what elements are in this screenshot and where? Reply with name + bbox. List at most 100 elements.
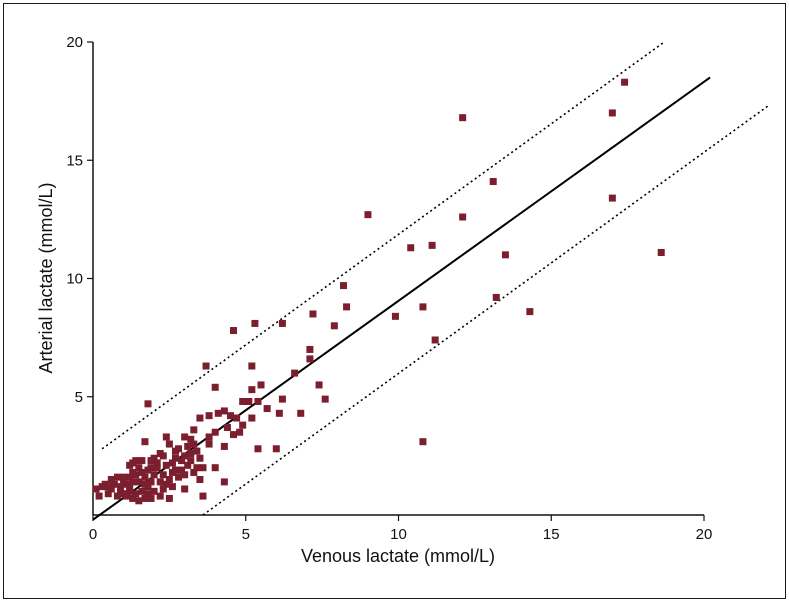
y-tick-label: 15 bbox=[66, 152, 83, 169]
x-tick-label: 10 bbox=[390, 526, 407, 543]
data-point bbox=[153, 459, 161, 467]
data-point bbox=[257, 381, 265, 389]
data-point bbox=[129, 494, 137, 502]
data-point bbox=[168, 483, 176, 491]
data-point bbox=[147, 478, 155, 486]
data-point bbox=[193, 464, 201, 472]
data-point bbox=[113, 473, 121, 481]
data-point bbox=[113, 492, 121, 500]
data-point bbox=[291, 369, 299, 377]
data-point bbox=[428, 241, 436, 249]
data-point bbox=[156, 478, 164, 486]
data-point bbox=[275, 409, 283, 417]
data-point bbox=[165, 494, 173, 502]
data-point bbox=[489, 178, 497, 186]
data-point bbox=[236, 428, 244, 436]
data-point bbox=[147, 494, 155, 502]
data-point bbox=[248, 414, 256, 422]
data-point bbox=[141, 473, 149, 481]
data-point bbox=[168, 459, 176, 467]
data-point bbox=[226, 412, 234, 420]
data-point bbox=[220, 407, 228, 415]
data-point bbox=[205, 412, 213, 420]
data-point bbox=[364, 211, 372, 219]
data-point bbox=[202, 362, 210, 370]
data-point bbox=[196, 454, 204, 462]
data-point bbox=[431, 336, 439, 344]
data-point bbox=[233, 414, 241, 422]
data-point bbox=[178, 457, 186, 465]
data-point bbox=[165, 440, 173, 448]
data-point bbox=[171, 466, 179, 474]
data-point bbox=[608, 109, 616, 117]
data-point bbox=[141, 494, 149, 502]
data-point bbox=[205, 440, 213, 448]
data-point bbox=[138, 468, 146, 476]
data-point bbox=[306, 345, 314, 353]
data-point bbox=[159, 485, 167, 493]
data-point bbox=[230, 327, 238, 335]
data-point bbox=[150, 471, 158, 479]
data-point bbox=[92, 485, 100, 493]
data-point bbox=[147, 457, 155, 465]
y-tick-label: 5 bbox=[75, 389, 83, 406]
data-point bbox=[162, 433, 170, 441]
data-point bbox=[126, 473, 134, 481]
data-point bbox=[187, 457, 195, 465]
x-tick-label: 5 bbox=[242, 526, 250, 543]
data-point bbox=[147, 464, 155, 472]
data-point bbox=[199, 492, 207, 500]
data-point bbox=[340, 282, 348, 290]
data-point bbox=[132, 490, 140, 498]
data-point bbox=[135, 464, 143, 472]
data-point bbox=[126, 483, 134, 491]
data-point bbox=[230, 431, 238, 439]
data-point bbox=[144, 490, 152, 498]
data-point bbox=[211, 383, 219, 391]
data-points bbox=[92, 78, 665, 505]
data-point bbox=[315, 381, 323, 389]
x-tick-label: 0 bbox=[89, 526, 97, 543]
data-point bbox=[501, 251, 509, 259]
data-point bbox=[165, 476, 173, 484]
data-point bbox=[126, 461, 134, 469]
data-point bbox=[459, 213, 467, 221]
data-point bbox=[248, 362, 256, 370]
data-point bbox=[116, 487, 124, 495]
data-point bbox=[193, 447, 201, 455]
data-point bbox=[120, 478, 128, 486]
data-point bbox=[116, 483, 124, 491]
y-tick-label: 10 bbox=[66, 271, 83, 288]
data-point bbox=[608, 194, 616, 202]
data-point bbox=[135, 478, 143, 486]
data-point bbox=[98, 483, 106, 491]
data-point bbox=[657, 248, 665, 256]
data-point bbox=[141, 438, 149, 446]
data-point bbox=[459, 114, 467, 122]
data-point bbox=[211, 464, 219, 472]
data-point bbox=[306, 355, 314, 363]
data-point bbox=[419, 438, 427, 446]
y-axis-title: Arterial lactate (mmol/L) bbox=[36, 182, 56, 373]
data-point bbox=[184, 442, 192, 450]
y-tick-label: 20 bbox=[66, 34, 83, 51]
data-point bbox=[184, 461, 192, 469]
data-point bbox=[263, 405, 271, 413]
data-point bbox=[190, 426, 198, 434]
lower-limit-line bbox=[202, 105, 769, 516]
data-point bbox=[199, 464, 207, 472]
x-tick-label: 15 bbox=[543, 526, 560, 543]
x-tick-label: 20 bbox=[696, 526, 713, 543]
data-point bbox=[181, 471, 189, 479]
data-point bbox=[171, 447, 179, 455]
data-point bbox=[159, 471, 167, 479]
data-point bbox=[178, 466, 186, 474]
data-point bbox=[95, 492, 103, 500]
data-point bbox=[138, 487, 146, 495]
data-point bbox=[205, 433, 213, 441]
data-point bbox=[104, 490, 112, 498]
data-point bbox=[175, 473, 183, 481]
data-point bbox=[104, 483, 112, 491]
data-point bbox=[153, 464, 161, 472]
